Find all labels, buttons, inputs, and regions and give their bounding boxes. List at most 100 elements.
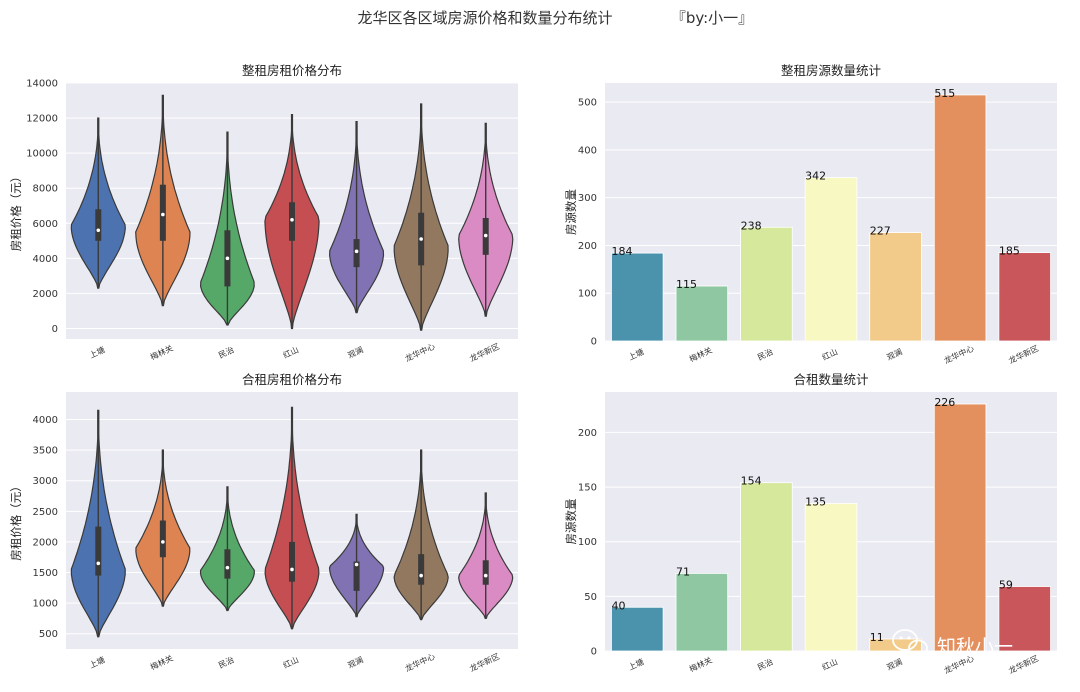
x-tick-label: 龙华中心 xyxy=(403,341,436,364)
violin-median xyxy=(225,256,230,261)
y-tick-label: 0 xyxy=(591,337,597,348)
bar xyxy=(998,252,1051,342)
bar-value-label: 184 xyxy=(611,245,632,258)
y-tick-label: 3500 xyxy=(33,446,58,457)
y-tick-label: 300 xyxy=(578,193,597,204)
x-tick-label: 红山 xyxy=(820,656,839,672)
y-tick-label: 6000 xyxy=(33,219,58,230)
y-tick-label: 500 xyxy=(578,98,597,109)
violin-median xyxy=(483,233,488,238)
y-tick-label: 500 xyxy=(39,629,58,640)
violin-chart-whole-rent: 0 2000 4000 6000 8000 10000 12000 14000 整租房租价格分布… xyxy=(9,63,518,364)
x-tick-label: 上塘 xyxy=(88,654,107,670)
bar xyxy=(869,232,922,342)
x-tick-label: 梅林关 xyxy=(149,343,175,362)
y-axis-label: 房租价格（元） xyxy=(9,171,23,252)
x-tick-label: 观澜 xyxy=(346,655,364,670)
violin-iqr-box xyxy=(224,549,231,579)
y-tick-label: 12000 xyxy=(26,114,58,125)
y-tick-label: 200 xyxy=(578,428,597,439)
bar xyxy=(611,252,664,342)
bar-value-label: 115 xyxy=(676,278,697,291)
y-tick-label: 50 xyxy=(584,592,597,603)
panel-title: 整租房租价格分布 xyxy=(242,63,342,78)
x-tick-label: 观澜 xyxy=(885,347,903,362)
watermark: 知秋小一 xyxy=(892,629,1013,658)
x-tick-label: 龙华新区 xyxy=(468,651,501,674)
y-tick-label: 200 xyxy=(578,241,597,252)
x-tick-label: 观澜 xyxy=(885,657,903,672)
bar-value-label: 135 xyxy=(805,495,826,508)
y-axis-label: 房源数量 xyxy=(564,189,578,235)
x-tick-label: 观澜 xyxy=(346,345,364,360)
y-tick-label: 4000 xyxy=(33,254,58,265)
x-tick-label: 民治 xyxy=(756,656,775,672)
bar xyxy=(998,586,1051,652)
y-tick-label: 100 xyxy=(578,537,597,548)
violin-median xyxy=(96,228,101,233)
y-tick-label: 0 xyxy=(591,647,597,658)
violin-median xyxy=(419,573,423,578)
panel-title: 合租数量统计 xyxy=(793,372,868,387)
y-tick-label: 0 xyxy=(52,324,58,335)
violin-iqr-box xyxy=(289,541,295,582)
x-tick-label: 上塘 xyxy=(627,656,646,672)
x-tick-label: 红山 xyxy=(281,654,300,670)
x-tick-label: 龙华中心 xyxy=(942,343,975,366)
bar xyxy=(740,482,793,652)
bar xyxy=(804,503,858,652)
violin-iqr-box xyxy=(95,209,102,241)
bar xyxy=(804,177,858,342)
y-tick-label: 4000 xyxy=(33,415,58,426)
x-tick-label: 梅林关 xyxy=(688,345,714,364)
violin-chart-shared-rent: 500 1000 1500 2000 2500 3000 3500 4000 合租房租价格分布房… xyxy=(9,372,518,674)
y-tick-label: 2500 xyxy=(33,507,58,518)
bar xyxy=(933,403,987,652)
violin-median xyxy=(161,212,165,217)
x-tick-label: 上塘 xyxy=(627,346,646,362)
bar-value-label: 185 xyxy=(999,245,1020,258)
y-tick-label: 100 xyxy=(578,289,597,300)
violin-median xyxy=(96,561,101,566)
panel-title: 合租房租价格分布 xyxy=(242,372,342,387)
y-tick-label: 1000 xyxy=(33,599,58,610)
violin-iqr-box xyxy=(482,560,489,585)
y-tick-label: 8000 xyxy=(33,184,58,195)
violin-median xyxy=(225,565,230,570)
y-tick-label: 3000 xyxy=(33,476,58,487)
figure-title: 龙华区各区域房源价格和数量分布统计 xyxy=(357,9,612,27)
bar-value-label: 227 xyxy=(870,225,891,238)
bar-value-label: 154 xyxy=(741,475,762,488)
y-axis-label: 房租价格（元） xyxy=(9,480,23,561)
violin-iqr-box xyxy=(95,526,102,576)
bar xyxy=(740,226,793,342)
x-tick-label: 龙华中心 xyxy=(403,651,436,674)
bar-value-label: 238 xyxy=(741,219,762,232)
figure-byline: 『by:小一』 xyxy=(671,9,753,27)
violin-median xyxy=(290,217,294,222)
bar-value-label: 40 xyxy=(611,599,625,612)
violin-median xyxy=(419,237,423,241)
bar-value-label: 71 xyxy=(676,565,690,578)
bar-value-label: 11 xyxy=(870,631,884,644)
panel-title: 整租房源数量统计 xyxy=(781,63,881,78)
y-axis-label: 房源数量 xyxy=(564,499,578,545)
x-tick-label: 红山 xyxy=(820,346,839,362)
violin-iqr-box xyxy=(159,520,166,558)
x-tick-label: 民治 xyxy=(756,346,775,362)
bar-value-label: 342 xyxy=(805,170,826,183)
violin-iqr-box xyxy=(353,561,360,591)
x-tick-label: 民治 xyxy=(217,654,236,670)
x-tick-label: 龙华新区 xyxy=(1007,343,1040,366)
bar-value-label: 226 xyxy=(934,396,955,409)
bar-value-label: 515 xyxy=(934,87,955,100)
violin-iqr-box xyxy=(418,554,425,585)
bar xyxy=(675,285,729,342)
bar xyxy=(933,94,987,342)
violin-median xyxy=(354,562,359,567)
y-tick-label: 14000 xyxy=(26,79,58,90)
violin-median xyxy=(354,249,359,254)
x-tick-label: 梅林关 xyxy=(149,653,175,672)
